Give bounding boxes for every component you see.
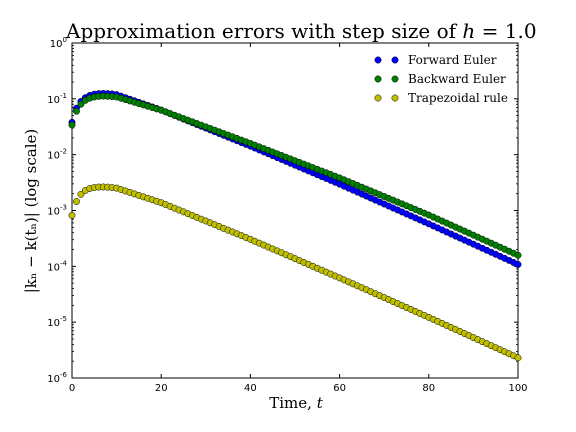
y-tick-label: 10-2 — [47, 148, 67, 162]
title-math-eq: = — [482, 19, 499, 43]
x-tick-label: 80 — [422, 383, 435, 394]
legend-marker — [391, 94, 399, 102]
data-point — [73, 198, 80, 205]
series-1 — [68, 92, 522, 259]
x-tick-label: 100 — [508, 383, 527, 394]
x-tick-label: 20 — [155, 383, 168, 394]
series-2 — [68, 183, 522, 362]
y-tick-label: 10-6 — [47, 371, 67, 385]
x-tick-label: 60 — [333, 383, 346, 394]
x-tick-label: 40 — [244, 383, 257, 394]
legend-marker — [391, 75, 399, 83]
y-tick-label: 100 — [50, 36, 67, 50]
data-point — [68, 211, 76, 219]
data-point — [514, 261, 522, 268]
chart-title: Approximation errors with step size of h… — [65, 19, 537, 43]
data-point — [73, 107, 80, 115]
y-tick-label: 10-3 — [47, 204, 67, 218]
title-math-h: h — [462, 19, 475, 43]
data-point — [514, 251, 522, 259]
legend-marker — [391, 56, 399, 64]
series-layer — [68, 89, 522, 362]
legend: Forward Euler Backward Euler Trapezoidal r… — [374, 53, 508, 105]
legend-marker — [374, 94, 382, 102]
data-point — [68, 121, 76, 129]
legend-label: Backward Euler — [408, 72, 506, 86]
data-point — [77, 100, 85, 108]
y-tick-label: 10-4 — [47, 259, 67, 273]
data-point — [77, 190, 85, 198]
axes-ticks: 0 20 40 60 80 100 10-6 10-5 10-4 10-3 10-2 10-1 100 — [47, 36, 527, 394]
x-axis-label: Time, t — [269, 394, 323, 412]
y-axis-label: |kₙ − k(tₙ)| (log scale) — [22, 129, 40, 294]
legend-label: Trapezoidal rule — [408, 91, 508, 105]
y-tick-label: 10-5 — [47, 315, 67, 329]
x-tick-label: 0 — [69, 383, 75, 394]
title-math-value: 1.0 — [505, 19, 537, 43]
legend-marker — [374, 56, 382, 64]
legend-label: Forward Euler — [408, 53, 497, 67]
data-point — [514, 354, 522, 362]
y-tick-label: 10-1 — [47, 92, 67, 106]
legend-marker — [374, 75, 382, 83]
